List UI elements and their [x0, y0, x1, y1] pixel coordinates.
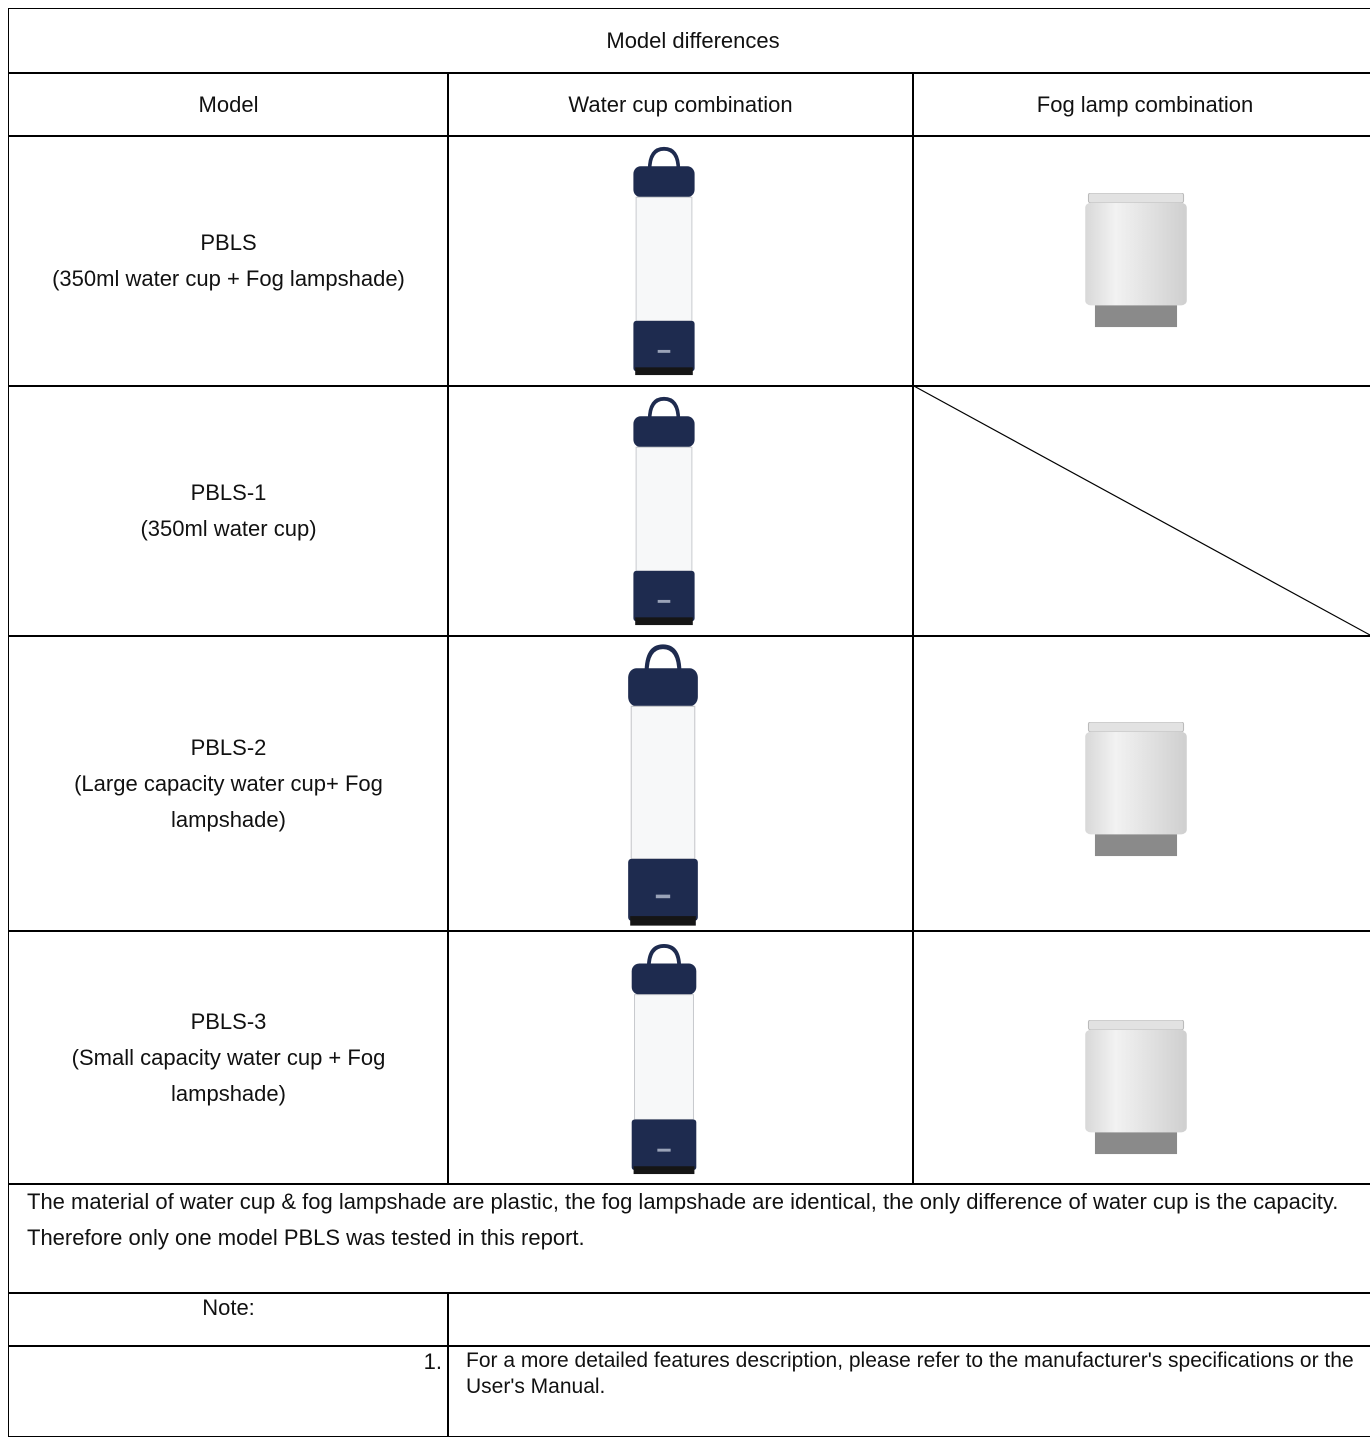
- column-header: Fog lamp combination: [912, 72, 1370, 137]
- lamp-cell: [912, 385, 1370, 637]
- table-title: Model differences: [8, 8, 1370, 74]
- model-text: PBLS-3 (Small capacity water cup + Fog la…: [27, 1004, 430, 1112]
- cup-cell: [447, 635, 914, 932]
- model-text: PBLS-2 (Large capacity water cup+ Fog lam…: [27, 730, 430, 838]
- model-description: (350ml water cup + Fog lampshade): [52, 266, 405, 291]
- water-cup-image: [622, 642, 704, 928]
- model-cell: PBLS-1 (350ml water cup): [8, 385, 449, 637]
- note-text: For a more detailed features description…: [447, 1345, 1370, 1437]
- model-name: PBLS: [200, 230, 257, 255]
- note-number: 1.: [8, 1345, 449, 1437]
- model-name: PBLS-3: [190, 1008, 267, 1034]
- column-header: Water cup combination: [447, 72, 914, 137]
- water-cup-image: [631, 396, 697, 627]
- summary-text: Therefore only one model PBLS was tested…: [27, 1225, 585, 1250]
- column-header: Model: [8, 72, 449, 137]
- model-description: (350ml water cup): [140, 516, 317, 541]
- fog-lamp-image: [1084, 1020, 1188, 1155]
- cup-cell: [447, 385, 914, 637]
- water-cup-image: [631, 146, 697, 377]
- cup-cell: [447, 135, 914, 387]
- summary-cell: The material of water cup & fog lampshad…: [8, 1183, 1370, 1294]
- fog-lamp-image: [1084, 722, 1188, 857]
- model-cell: PBLS-2 (Large capacity water cup+ Fog lam…: [8, 635, 449, 932]
- model-description: (Small capacity water cup + Fog lampshad…: [71, 1044, 386, 1106]
- model-cell: PBLS-3 (Small capacity water cup + Fog la…: [8, 930, 449, 1185]
- lamp-cell: [912, 930, 1370, 1185]
- model-cell: PBLS (350ml water cup + Fog lampshade): [8, 135, 449, 387]
- summary-text: The material of water cup & fog lampshad…: [27, 1189, 1339, 1214]
- model-description: (Large capacity water cup+ Fog lampshade…: [74, 770, 383, 832]
- model-name: PBLS-1: [190, 480, 267, 505]
- model-text: PBLS-1 (350ml water cup): [140, 475, 316, 547]
- model-text: PBLS (350ml water cup + Fog lampshade): [52, 225, 405, 297]
- cup-cell: [447, 930, 914, 1185]
- lamp-cell: [912, 635, 1370, 932]
- diagonal-slash: [912, 385, 1370, 636]
- model-name: PBLS-2: [190, 734, 267, 760]
- note-label: Note:: [8, 1292, 449, 1347]
- note-empty: [447, 1292, 1370, 1347]
- fog-lamp-image: [1084, 193, 1188, 328]
- lamp-cell: [912, 135, 1370, 387]
- water-cup-image: [629, 943, 699, 1176]
